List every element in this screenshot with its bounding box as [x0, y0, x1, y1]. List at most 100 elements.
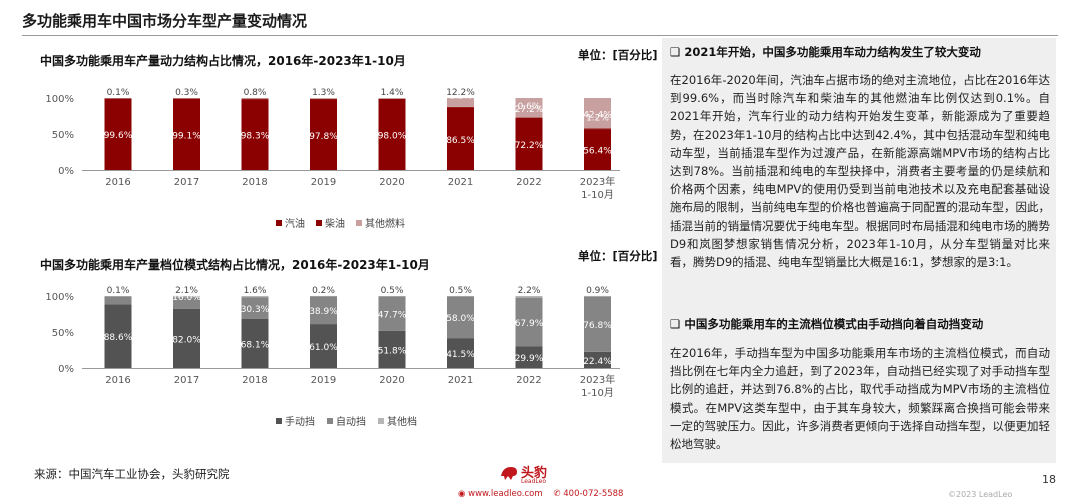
x-tick-label: 2022: [516, 375, 541, 386]
bar-segment-0-2-0: [104, 98, 132, 99]
data-label: 98.0%: [378, 132, 407, 142]
data-label: 1.3%: [312, 88, 335, 98]
data-label: 47.7%: [378, 311, 407, 321]
data-label: 41.5%: [446, 350, 475, 360]
bar-segment-0-0-7: [584, 129, 611, 170]
bar-segment-1-1-3: [310, 296, 337, 325]
x-tick-label: 2023年: [580, 175, 615, 188]
data-label: 67.9%: [515, 319, 544, 329]
data-label: 0.3%: [175, 88, 198, 98]
legend-label: 柴油: [325, 217, 345, 230]
x-tick-label: 2021: [448, 177, 473, 188]
contact-line: ◉ www.leadleo.com ✆ 400-072-5588: [458, 489, 623, 499]
data-label: 51.8%: [378, 346, 407, 356]
panel-paragraph-fuel: 在2016年-2020年间，汽油车占据市场的绝对主流地位，占比在2016年达到9…: [670, 73, 1050, 270]
bar-segment-1-2-2: [241, 296, 269, 298]
legend-swatch: [276, 418, 282, 424]
logo-text-cn: 头豹: [521, 466, 548, 481]
bar-segment-0-0-5: [447, 107, 474, 170]
leopard-logo-icon: [501, 467, 517, 480]
bar-segment-0-1-2: [241, 98, 269, 100]
data-label: 0.5%: [449, 286, 472, 296]
data-label: 56.4%: [583, 147, 612, 157]
transmission-structure-chart: 100% 50% 0% 88.6% 11.3%0.1% 2016 82.0% 16.0%2.1…: [45, 286, 620, 428]
data-label: 99.6%: [104, 131, 133, 141]
x-tick-label: 2017: [174, 375, 199, 386]
globe-icon: ◉: [458, 489, 466, 499]
data-label: 0.8%: [244, 88, 267, 98]
page-title: 多功能乘用车中国市场分车型产量变动情况: [22, 12, 308, 30]
data-label: 11.3%: [104, 288, 133, 298]
data-label: 0.3%: [107, 82, 130, 92]
x-tick-label: 2018: [242, 375, 267, 386]
data-label: 2.2%: [518, 286, 541, 296]
data-label: 76.8%: [583, 321, 612, 331]
bar-segment-0-2-6: [515, 98, 543, 118]
data-label: 58.0%: [446, 314, 475, 324]
panel-paragraph-transmission: 在2016年，手动挡车型为中国多功能乘用车市场的主流档位模式，而自动挡比例在七年…: [670, 346, 1050, 452]
legend-label: 其他燃料: [365, 217, 405, 230]
chart2-unit: 单位：[百分比]: [578, 249, 658, 263]
data-label: 0.8%: [244, 83, 267, 93]
bar-segment-1-0-3: [310, 324, 337, 368]
bar-segment-1-1-4: [378, 296, 406, 331]
y-tick-label: 50%: [52, 130, 74, 141]
bar-segment-0-0-4: [378, 99, 406, 170]
data-label: 1.2%: [586, 113, 609, 123]
data-label: 1.6%: [244, 286, 267, 296]
bar-segment-0-2-4: [378, 98, 406, 100]
data-label: 88.6%: [104, 333, 133, 343]
bar-segment-1-1-7: [584, 296, 611, 352]
data-label: 12.2%: [446, 88, 475, 98]
y-tick-label: 50%: [52, 328, 74, 339]
fuel-structure-chart: 100%50%0%99.6%0.3%0.1%201699.1%0.6%0.3%2…: [45, 82, 620, 230]
x-tick-label: 2016: [105, 177, 130, 188]
title-divider: [22, 35, 1058, 36]
bar-segment-1-0-0: [104, 304, 132, 368]
data-label: 0.1%: [107, 88, 130, 98]
x-tick-label: 2017: [174, 177, 199, 188]
bar-segment-1-2-6: [515, 296, 543, 298]
bar-segment-0-2-7: [584, 98, 611, 129]
data-label: 30.3%: [241, 305, 270, 315]
x-tick-label: 2023年: [580, 373, 615, 386]
phone-number: 400-072-5588: [563, 489, 624, 499]
bar-segment-0-0-3: [310, 99, 337, 170]
logo-text-en: LeadLeo: [521, 478, 547, 485]
data-label: 61.0%: [309, 343, 338, 353]
bar-segment-1-2-3: [310, 295, 337, 297]
chart1-unit: 单位：[百分比]: [578, 48, 658, 62]
bar-segment-0-0-0: [104, 98, 132, 170]
bar-segment-1-0-4: [378, 330, 406, 368]
x-tick-label: 2019: [311, 375, 336, 386]
data-label: 86.5%: [446, 136, 475, 146]
analysis-panel: ❑ 2021年开始，中国多功能乘用车动力结构发生了较大变动 在2016年-202…: [662, 38, 1056, 463]
bar-segment-1-0-6: [515, 346, 543, 368]
bar-segment-1-1-5: [447, 296, 474, 339]
y-tick-label: 0%: [58, 166, 74, 177]
data-label: 0.1%: [107, 286, 130, 296]
x-tick-label: 2018: [242, 177, 267, 188]
bar-segment-0-0-6: [515, 118, 543, 170]
bar-segment-0-2-2: [241, 98, 269, 99]
data-label: 1.4%: [381, 88, 404, 98]
panel-heading-transmission: ❑ 中国多功能乘用车的主流档位模式由手动挡向着自动挡变动: [670, 317, 984, 331]
legend-label: 手动挡: [285, 415, 315, 428]
bar-segment-1-1-0: [104, 296, 132, 305]
bar-segment-0-2-5: [447, 98, 474, 107]
data-label: 38.9%: [309, 307, 338, 317]
y-tick-label: 100%: [45, 94, 74, 105]
data-label: 99.1%: [172, 131, 201, 141]
legend-label: 自动挡: [336, 415, 366, 428]
bar-segment-1-2-0: [104, 296, 132, 297]
legend-swatch: [276, 220, 282, 226]
data-label: 0.6%: [175, 83, 198, 93]
bar-segment-0-1-4: [378, 99, 406, 100]
bar-segment-0-1-7: [584, 128, 611, 130]
data-label: 27.2%: [515, 105, 544, 115]
bar-segment-0-2-1: [173, 98, 200, 99]
bar-segment-0-1-6: [515, 117, 543, 119]
bar-segment-1-0-5: [447, 338, 474, 368]
website-link[interactable]: www.leadleo.com: [468, 489, 543, 499]
bar-segment-0-0-1: [173, 98, 200, 170]
